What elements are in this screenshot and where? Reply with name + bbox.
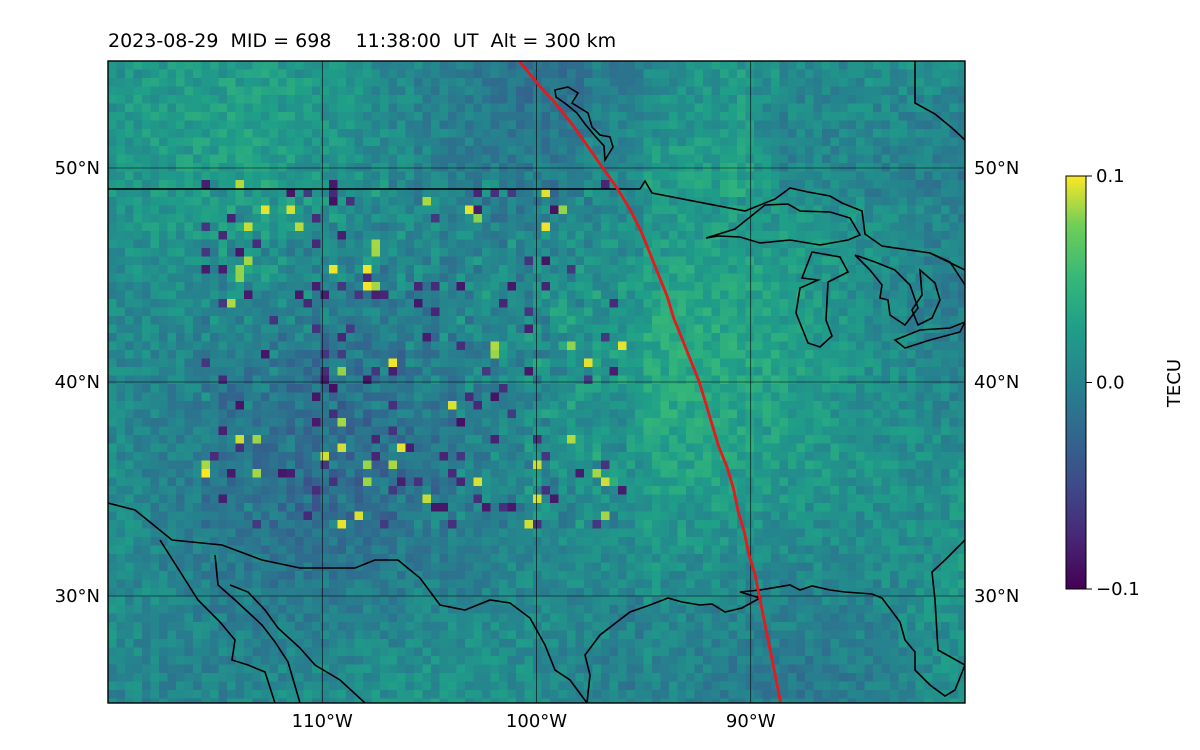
lake-huron-east (911, 268, 941, 327)
title-mid: MID = 698 (230, 30, 332, 52)
lon-tick-label: 110°W (292, 711, 353, 732)
colorbar-tick-label: 0.1 (1096, 166, 1125, 187)
colorbar (1065, 175, 1087, 590)
colorbar-tick-label: 0.0 (1096, 373, 1125, 394)
lon-tick-label: 90°W (726, 711, 776, 732)
lon-tick-label: 100°W (506, 711, 567, 732)
lake-michigan (795, 251, 850, 348)
coast-mexico-west (159, 539, 276, 703)
coast-florida-east (931, 539, 965, 666)
coast-mexico-mainland (229, 584, 366, 703)
map-title: 2023-08-29 MID = 698 11:38:00 UT Alt = 3… (108, 30, 616, 52)
coast-north (554, 86, 614, 163)
gridlines (108, 61, 965, 703)
coast-east-top (929, 252, 965, 286)
colorbar-tick-label: −0.1 (1096, 579, 1140, 600)
coastlines (108, 61, 965, 703)
satellite-track (518, 61, 783, 703)
title-date: 2023-08-29 (108, 30, 219, 52)
lat-tick-label-right: 40°N (974, 372, 1019, 393)
border-us-canada (108, 179, 965, 271)
lat-tick-label-right: 50°N (974, 158, 1019, 179)
lat-tick-label-right: 30°N (974, 586, 1019, 607)
lake-erie (893, 321, 965, 349)
title-time: 11:38:00 UT (355, 30, 479, 52)
lake-huron (854, 254, 919, 327)
title-alt: Alt = 300 km (490, 30, 617, 52)
axis-ticks: 110°W 100°W 90°W 50°N 50°N 40°N 40°N 30°N 30°N (55, 158, 1020, 732)
lake-superior (705, 203, 862, 246)
coast-mexico-west-2 (214, 554, 301, 703)
map-frame (107, 60, 966, 704)
lat-tick-label-left: 30°N (55, 586, 100, 607)
colorbar-ticks: 0.1 0.0 −0.1 (1086, 166, 1140, 600)
tec-field (108, 61, 965, 703)
lat-tick-label-left: 40°N (55, 372, 100, 393)
colorbar-label: TECU (1164, 359, 1185, 408)
gulf-coast (584, 584, 965, 703)
coast-northeast (914, 61, 965, 141)
lat-tick-label-left: 50°N (55, 158, 100, 179)
border-us-mexico (108, 502, 588, 703)
